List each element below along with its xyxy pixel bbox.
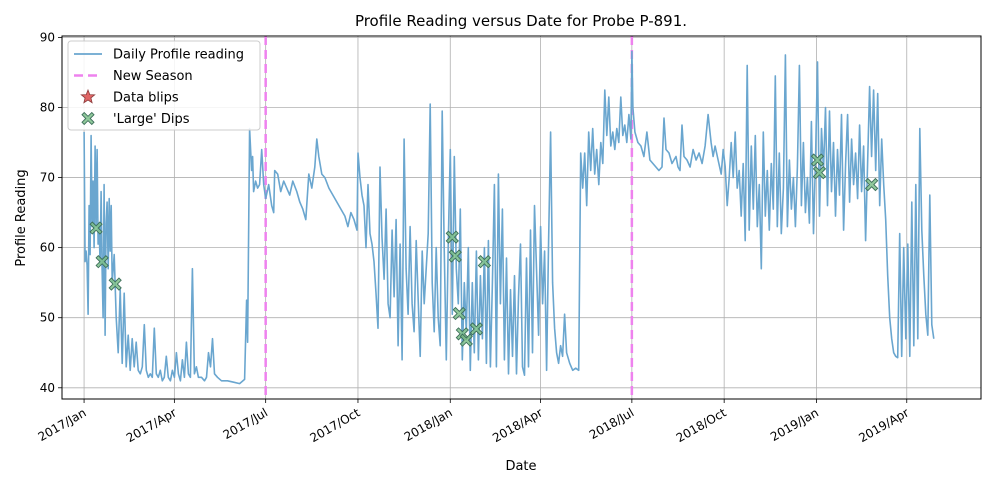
- grid: [62, 36, 981, 399]
- x-tick-label: 2017/Apr: [124, 405, 179, 445]
- y-tick-label: 70: [40, 171, 55, 185]
- x-tick-label: 2018/Oct: [674, 405, 729, 445]
- large-dip-marker: [810, 153, 825, 167]
- large-dip-marker: [108, 277, 122, 291]
- y-axis-title: Profile Reading: [14, 169, 29, 266]
- large-dip-marker: [459, 333, 473, 347]
- x-tick-label: 2018/Apr: [490, 405, 545, 445]
- legend-swatch: [81, 111, 95, 126]
- x-tick-label: 2019/Jan: [768, 405, 821, 444]
- y-tick-label: 60: [40, 241, 55, 255]
- large-dip-marker: [445, 230, 459, 244]
- legend-box: [67, 40, 261, 131]
- x-tick-label: 2017/Oct: [308, 405, 363, 445]
- large-dip-marker: [469, 322, 483, 336]
- legend-label: Daily Profile reading: [113, 48, 244, 63]
- y-tick-label: 90: [40, 30, 55, 44]
- plot-frame: [61, 35, 982, 400]
- x-tick-label: 2019/Apr: [856, 405, 911, 445]
- large-dip-marker: [95, 255, 109, 269]
- x-tick-label: 2017/Jul: [221, 405, 270, 442]
- large-dip-marker: [477, 255, 492, 269]
- legend-label: Data blips: [113, 91, 179, 106]
- legend-label: 'Large' Dips: [113, 112, 190, 127]
- large-dip-marker: [452, 306, 466, 321]
- chart-title: Profile Reading versus Date for Probe P-…: [355, 12, 687, 30]
- y-tick-label: 80: [40, 100, 55, 114]
- x-tick-label: 2018/Jul: [587, 405, 636, 442]
- y-tick-label: 40: [40, 381, 55, 395]
- y-tick-label: 50: [40, 311, 55, 325]
- legend-label: New Season: [113, 69, 193, 84]
- large-dip-marker: [89, 221, 103, 235]
- large-dip-marker: [812, 166, 827, 180]
- x-axis-title: Date: [505, 459, 536, 474]
- large-dip-marker: [448, 249, 462, 263]
- x-tick-label: 2017/Jan: [36, 405, 89, 444]
- large-dip-marker: [865, 177, 879, 192]
- x-tick-label: 2018/Jan: [402, 405, 455, 444]
- legend-swatch: [80, 88, 96, 104]
- dip-markers: [89, 153, 879, 347]
- series-lines: [83, 50, 935, 385]
- profile-reading-line: [83, 50, 935, 385]
- legend: Daily Profile reading New Season Data blip…: [67, 40, 261, 131]
